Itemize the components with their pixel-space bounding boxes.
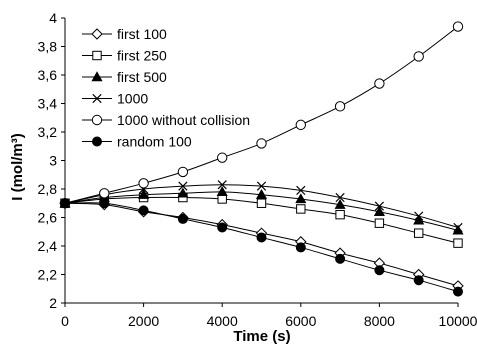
legend-label-1000-without-collision: 1000 without collision: [117, 112, 250, 128]
data-point-random-100: [138, 205, 149, 216]
y-tick-label: 2,8: [38, 181, 58, 197]
data-point-1000-without-collision: [295, 119, 306, 131]
data-point-random-100: [453, 286, 463, 297]
y-tick-label: 4: [49, 10, 57, 26]
data-point-1000: [256, 181, 267, 191]
y-axis-title: I (mol/m³): [9, 133, 26, 201]
y-tick-label: 3,4: [38, 96, 58, 112]
data-point-first-250: [453, 238, 463, 248]
data-point-random-100: [374, 265, 385, 276]
y-tick-label: 2: [49, 295, 57, 311]
legend-marker-first-500: [91, 71, 103, 82]
data-point-1000-without-collision: [452, 21, 464, 32]
data-point-random-100: [335, 253, 346, 264]
data-point-1000: [178, 181, 188, 191]
legend-label-1000: 1000: [117, 91, 148, 107]
series-lines: [64, 26, 459, 293]
data-point-random-100: [295, 242, 306, 253]
data-point-1000: [335, 192, 345, 203]
x-axis-title: Time (s): [233, 328, 290, 345]
legend: first 100 first 250 first 500 1000 1000 with…: [82, 26, 250, 150]
data-point-random-100: [60, 198, 70, 209]
axes: 2 2,2 2,4 2,6 2,8 3 3,2 3,4 3,6 3,8 4 0 2000 4000 6000…: [38, 10, 477, 329]
data-point-1000: [414, 211, 424, 221]
data-point-random-100: [413, 275, 424, 286]
data-point-first-500: [334, 198, 346, 209]
x-tick-label: 0: [61, 313, 69, 329]
legend-marker-first-250: [92, 50, 102, 61]
legend-label-first-100: first 100: [117, 26, 167, 42]
data-point-1000-without-collision: [177, 166, 189, 178]
data-point-1000-without-collision: [374, 78, 385, 89]
data-point-1000: [453, 222, 463, 233]
data-point-first-500: [138, 188, 150, 199]
legend-marker-1000-without-collision: [91, 114, 103, 126]
y-tick-label: 3,2: [38, 124, 58, 140]
data-point-1000-without-collision: [256, 138, 267, 149]
data-point-random-100: [177, 213, 188, 224]
y-tick-label: 2,4: [38, 238, 58, 254]
data-point-1000: [217, 180, 227, 190]
legend-label-first-250: first 250: [117, 48, 167, 64]
legend-marker-1000: [92, 93, 102, 104]
data-point-random-100: [256, 232, 267, 243]
data-point-first-500: [177, 187, 189, 198]
data-point-first-250: [414, 228, 424, 238]
data-point-1000-without-collision: [99, 188, 110, 199]
data-point-first-500: [216, 186, 228, 197]
data-point-1000-without-collision: [413, 51, 424, 62]
legend-label-first-500: first 500: [117, 69, 167, 85]
data-point-1000-without-collision: [334, 101, 346, 112]
x-tick-label: 2000: [128, 313, 159, 329]
y-tick-label: 2,6: [38, 210, 58, 226]
data-point-first-250: [335, 209, 345, 220]
y-tick-label: 2,2: [38, 267, 58, 283]
data-point-random-100: [217, 222, 228, 233]
y-tick-label: 3,6: [38, 67, 58, 83]
series-markers: [59, 21, 464, 297]
data-point-first-500: [295, 193, 307, 204]
data-point-1000: [296, 185, 306, 196]
y-tick-label: 3: [49, 153, 57, 169]
x-tick-label: 10000: [439, 313, 477, 329]
y-tick-label: 3,8: [38, 39, 58, 55]
x-tick-label: 6000: [285, 313, 316, 329]
x-tick-label: 8000: [364, 313, 395, 329]
data-point-random-100: [99, 198, 110, 209]
data-point-first-250: [374, 218, 385, 228]
data-point-first-250: [256, 198, 267, 208]
x-tick-label: 4000: [207, 313, 238, 329]
legend-label-random-100: random 100: [117, 134, 192, 150]
data-point-first-500: [255, 188, 268, 199]
legend-marker-first-100: [91, 28, 103, 40]
data-point-first-500: [373, 206, 385, 216]
legend-marker-random-100: [92, 136, 102, 147]
data-point-first-500: [413, 214, 425, 225]
data-point-1000-without-collision: [217, 152, 228, 163]
data-point-1000-without-collision: [138, 178, 149, 189]
data-point-1000: [374, 201, 385, 211]
data-point-first-250: [296, 204, 306, 214]
